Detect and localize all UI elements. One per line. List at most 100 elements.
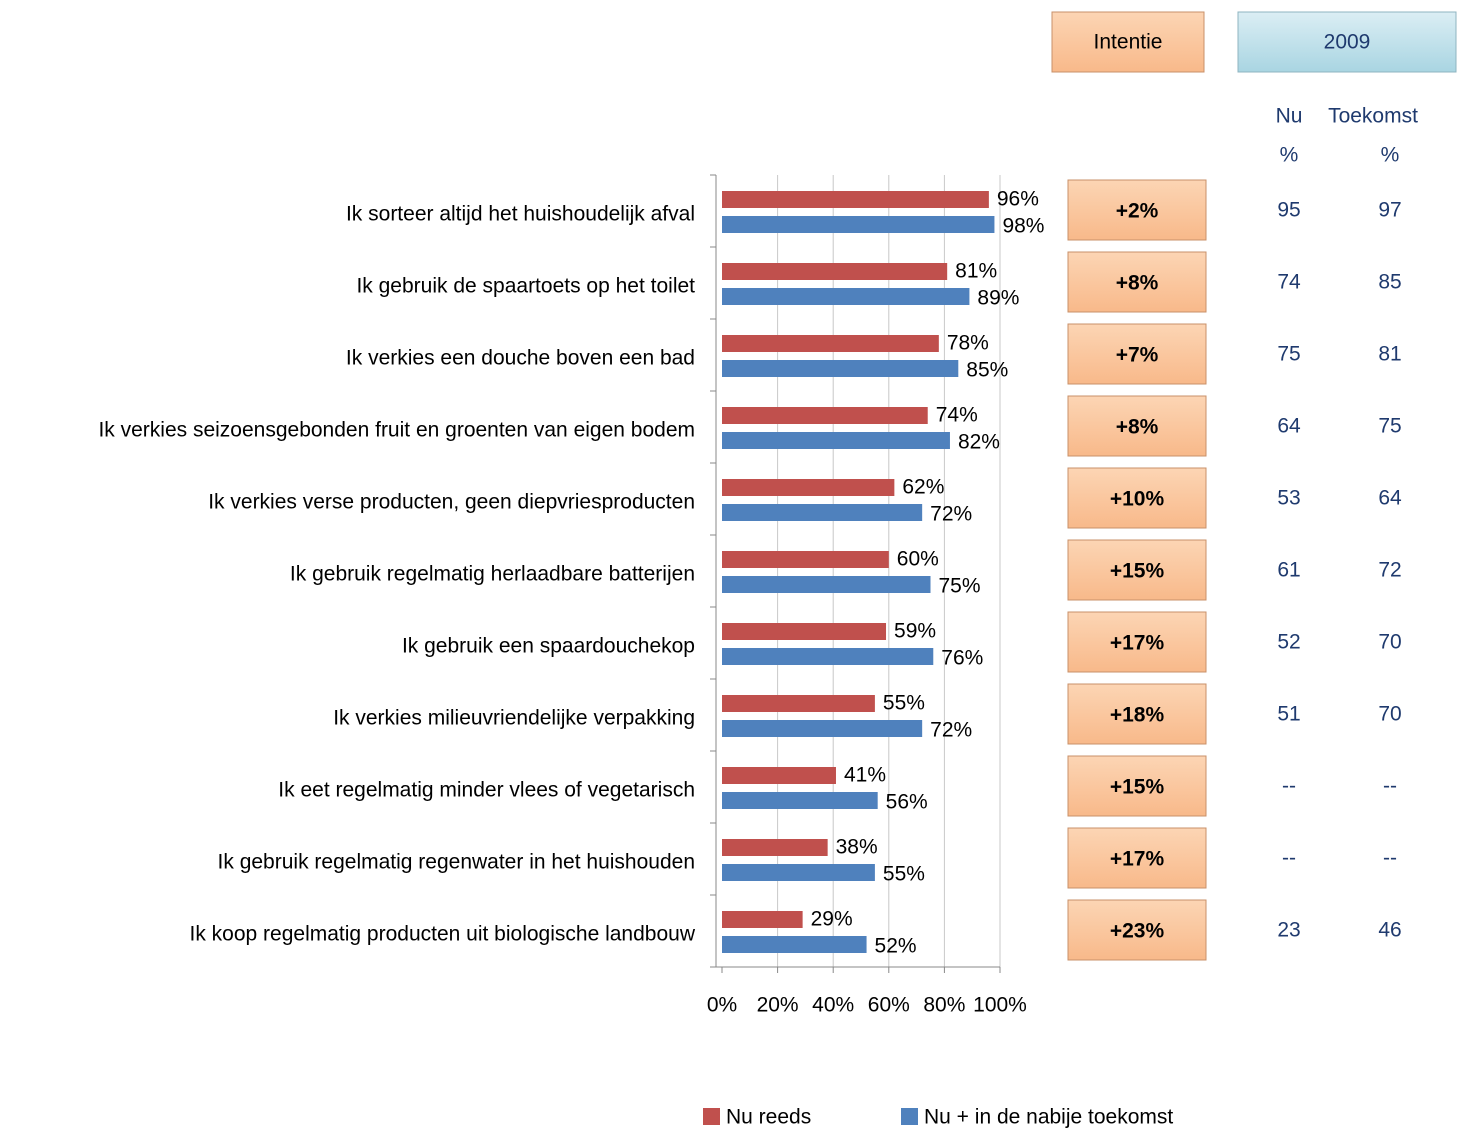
table-cell: 81 <box>1378 343 1401 366</box>
table-cell: -- <box>1383 775 1397 798</box>
value-label: 75% <box>939 575 981 598</box>
intention-box <box>1067 827 1207 889</box>
value-label: 55% <box>883 692 925 715</box>
intention-value: +8% <box>1116 416 1159 439</box>
value-label: 76% <box>941 647 983 670</box>
intention-box <box>1067 611 1207 673</box>
intention-value: +18% <box>1110 704 1165 727</box>
column-header: Toekomst <box>1328 105 1418 128</box>
intention-header-box <box>1051 11 1205 73</box>
value-label: 78% <box>947 332 989 355</box>
column-header: Nu <box>1276 105 1303 128</box>
category-label: Ik sorteer altijd het huishoudelijk afva… <box>346 203 695 226</box>
value-label: 38% <box>836 836 878 859</box>
bar <box>722 216 995 233</box>
bar <box>722 360 959 377</box>
bar <box>722 648 934 665</box>
value-label: 81% <box>955 260 997 283</box>
value-label: 62% <box>902 476 944 499</box>
bar <box>722 335 939 352</box>
table-cell: 23 <box>1277 919 1300 942</box>
x-tick-label: 100% <box>973 994 1027 1017</box>
intention-box <box>1067 755 1207 817</box>
table-cell: 52 <box>1277 631 1300 654</box>
value-label: 56% <box>886 791 928 814</box>
intention-value: +15% <box>1110 776 1165 799</box>
bar <box>722 792 878 809</box>
x-tick-label: 0% <box>707 994 737 1017</box>
table-cell: 64 <box>1277 415 1301 438</box>
intention-box <box>1067 395 1207 457</box>
value-label: 59% <box>894 620 936 643</box>
intention-value: +17% <box>1110 848 1165 871</box>
bar <box>722 839 828 856</box>
bar <box>722 288 970 305</box>
category-label: Ik eet regelmatig minder vlees of vegeta… <box>278 779 695 802</box>
category-label: Ik verkies een douche boven een bad <box>346 347 695 370</box>
legend-swatch <box>703 1108 720 1125</box>
bar <box>722 720 923 737</box>
legend-label: Nu + in de nabije toekomst <box>924 1106 1173 1129</box>
value-label: 72% <box>930 719 972 742</box>
category-label: Ik koop regelmatig producten uit biologi… <box>190 923 696 946</box>
category-label: Ik gebruik de spaartoets op het toilet <box>356 275 695 298</box>
bar <box>722 936 867 953</box>
table-cell: 64 <box>1378 487 1402 510</box>
bar <box>722 479 895 496</box>
value-label: 29% <box>811 908 853 931</box>
table-header-box <box>1237 11 1457 73</box>
intention-value: +15% <box>1110 560 1165 583</box>
intention-value: +23% <box>1110 920 1165 943</box>
x-tick-label: 60% <box>868 994 910 1017</box>
x-tick-label: 20% <box>757 994 799 1017</box>
table-cell: 53 <box>1277 487 1300 510</box>
bar <box>722 191 989 208</box>
intention-header: Intentie <box>1094 31 1163 54</box>
intention-value: +17% <box>1110 632 1165 655</box>
bar <box>722 576 931 593</box>
table-cell: 95 <box>1277 199 1300 222</box>
value-label: 74% <box>936 404 978 427</box>
table-cell: -- <box>1383 847 1397 870</box>
intention-box <box>1067 683 1207 745</box>
value-label: 89% <box>977 287 1019 310</box>
category-label: Ik verkies milieuvriendelijke verpakking <box>333 707 695 730</box>
bar <box>722 504 923 521</box>
bar <box>722 407 928 424</box>
table-cell: 46 <box>1378 919 1401 942</box>
bar <box>722 623 887 640</box>
value-label: 55% <box>883 863 925 886</box>
bar <box>722 767 836 784</box>
x-tick-label: 80% <box>923 994 965 1017</box>
table-cell: 72 <box>1378 559 1401 582</box>
bar <box>722 432 950 449</box>
category-label: Ik verkies verse producten, geen diepvri… <box>208 491 695 514</box>
intention-value: +10% <box>1110 488 1165 511</box>
value-label: 52% <box>875 935 917 958</box>
category-label: Ik verkies seizoensgebonden fruit en gro… <box>98 419 695 442</box>
legend-swatch <box>901 1108 918 1125</box>
intention-value: +2% <box>1116 200 1159 223</box>
intention-box <box>1067 467 1207 529</box>
intention-box <box>1067 323 1207 385</box>
table-cell: -- <box>1282 847 1296 870</box>
bar <box>722 911 803 928</box>
value-label: 60% <box>897 548 939 571</box>
value-label: 41% <box>844 764 886 787</box>
intention-value: +7% <box>1116 344 1159 367</box>
table-cell: 75 <box>1277 343 1300 366</box>
intention-box <box>1067 179 1207 241</box>
intention-box <box>1067 899 1207 961</box>
bar <box>722 695 875 712</box>
table-cell: 85 <box>1378 271 1401 294</box>
bar <box>722 551 889 568</box>
table-cell: 75 <box>1378 415 1401 438</box>
column-unit: % <box>1280 144 1299 167</box>
category-label: Ik gebruik een spaardouchekop <box>402 635 695 658</box>
value-label: 98% <box>1002 215 1044 238</box>
x-tick-label: 40% <box>812 994 854 1017</box>
table-cell: 97 <box>1378 199 1401 222</box>
intention-value: +8% <box>1116 272 1159 295</box>
table-cell: 51 <box>1277 703 1300 726</box>
table-cell: 70 <box>1378 631 1401 654</box>
